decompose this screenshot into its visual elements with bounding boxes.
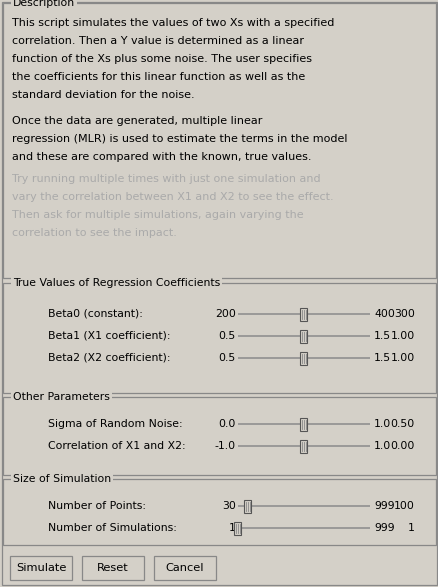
Text: standard deviation for the noise.: standard deviation for the noise.: [12, 90, 194, 100]
Text: 0.5: 0.5: [218, 331, 236, 341]
Bar: [3, 3, 435, 278]
Text: Simulate: Simulate: [16, 563, 66, 573]
Text: This script simulates the values of two Xs with a specified: This script simulates the values of two …: [12, 18, 334, 28]
Text: Then ask for multiple simulations, again varying the: Then ask for multiple simulations, again…: [12, 210, 303, 220]
Text: function of the Xs plus some noise. The user specifies: function of the Xs plus some noise. The …: [12, 54, 311, 64]
Text: and these are compared with the known, true values.: and these are compared with the known, t…: [12, 152, 311, 162]
Bar: [300, 308, 307, 321]
Text: 0.5: 0.5: [218, 353, 236, 363]
Text: 1.0: 1.0: [373, 441, 390, 451]
Text: 1: 1: [229, 523, 236, 533]
Text: Beta1 (X1 coefficient):: Beta1 (X1 coefficient):: [48, 331, 170, 341]
Text: Once the data are generated, multiple linear: Once the data are generated, multiple li…: [12, 116, 262, 126]
Bar: [3, 283, 435, 393]
Bar: [244, 500, 251, 512]
Bar: [3, 397, 435, 475]
Text: Correlation of X1 and X2:: Correlation of X1 and X2:: [48, 441, 185, 451]
Text: Description: Description: [13, 0, 75, 8]
Text: Size of Simulation: Size of Simulation: [13, 474, 111, 484]
Text: Number of Simulations:: Number of Simulations:: [48, 523, 177, 533]
Bar: [300, 417, 307, 430]
Text: Number of Points:: Number of Points:: [48, 501, 146, 511]
Text: 0.0: 0.0: [218, 419, 236, 429]
Text: correlation to see the impact.: correlation to see the impact.: [12, 228, 177, 238]
Text: 0.50: 0.50: [390, 419, 414, 429]
Bar: [154, 556, 215, 580]
Text: 1.00: 1.00: [390, 331, 414, 341]
Text: 1.0: 1.0: [373, 419, 390, 429]
Text: vary the correlation between X1 and X2 to see the effect.: vary the correlation between X1 and X2 t…: [12, 192, 333, 202]
Bar: [300, 329, 307, 342]
Text: Sigma of Random Noise:: Sigma of Random Noise:: [48, 419, 182, 429]
Text: -1.0: -1.0: [214, 441, 236, 451]
Text: 200: 200: [215, 309, 236, 319]
Text: 400: 400: [373, 309, 394, 319]
Text: Cancel: Cancel: [166, 563, 204, 573]
Text: regression (MLR) is used to estimate the terms in the model: regression (MLR) is used to estimate the…: [12, 134, 347, 144]
Text: 30: 30: [222, 501, 236, 511]
Text: Beta0 (constant):: Beta0 (constant):: [48, 309, 142, 319]
Text: 1.5: 1.5: [373, 331, 390, 341]
Text: the coefficients for this linear function as well as the: the coefficients for this linear functio…: [12, 72, 304, 82]
Text: Beta2 (X2 coefficient):: Beta2 (X2 coefficient):: [48, 353, 170, 363]
Text: 300: 300: [393, 309, 414, 319]
Text: 1.5: 1.5: [373, 353, 390, 363]
Bar: [10, 556, 72, 580]
Text: 999: 999: [373, 523, 394, 533]
Bar: [82, 556, 144, 580]
Bar: [3, 479, 435, 545]
Text: True Values of Regression Coefficients: True Values of Regression Coefficients: [13, 278, 220, 288]
Text: 1.00: 1.00: [390, 353, 414, 363]
Bar: [300, 352, 307, 365]
Text: 999: 999: [373, 501, 394, 511]
Text: 1: 1: [407, 523, 414, 533]
Text: 100: 100: [393, 501, 414, 511]
Text: 0.00: 0.00: [390, 441, 414, 451]
Text: Try running multiple times with just one simulation and: Try running multiple times with just one…: [12, 174, 320, 184]
Bar: [300, 440, 307, 453]
Text: Other Parameters: Other Parameters: [13, 392, 110, 402]
Bar: [234, 521, 241, 535]
Text: Reset: Reset: [97, 563, 129, 573]
Text: correlation. Then a Y value is determined as a linear: correlation. Then a Y value is determine…: [12, 36, 303, 46]
